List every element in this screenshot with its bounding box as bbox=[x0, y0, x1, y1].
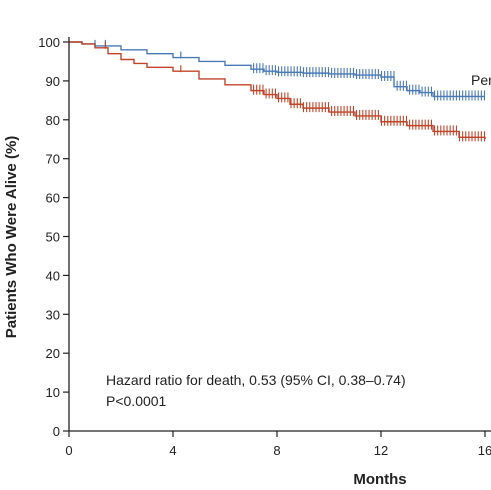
y-tick-label: 100 bbox=[38, 35, 60, 50]
y-tick-label: 50 bbox=[46, 230, 60, 245]
y-axis-title: Patients Who Were Alive (%) bbox=[3, 136, 20, 339]
y-tick-label: 30 bbox=[46, 307, 60, 322]
series-label-blue: Per bbox=[471, 72, 491, 88]
censor-marks-blue bbox=[94, 39, 486, 101]
y-tick-label: 70 bbox=[46, 152, 60, 167]
x-tick-label: 16 bbox=[478, 443, 491, 458]
x-tick-label: 0 bbox=[65, 443, 72, 458]
y-tick-label: 10 bbox=[46, 385, 60, 400]
x-tick-label: 4 bbox=[169, 443, 176, 458]
p-value-annotation: P<0.0001 bbox=[106, 393, 167, 409]
axes-layer bbox=[68, 37, 491, 432]
x-axis-title: Months bbox=[353, 471, 406, 488]
y-tick-label: 60 bbox=[46, 191, 60, 206]
x-tick-label: 12 bbox=[374, 443, 388, 458]
y-tick-label: 90 bbox=[46, 74, 60, 89]
y-tick-label: 40 bbox=[46, 268, 60, 283]
x-tick-label: 8 bbox=[273, 443, 280, 458]
ticks-layer: 0 10 20 30 40 50 60 70 80 90 100 0 4 8 12 16 bbox=[38, 35, 491, 458]
censor-marks-red bbox=[104, 41, 486, 142]
series-layer bbox=[69, 39, 486, 142]
hazard-ratio-annotation: Hazard ratio for death, 0.53 (95% CI, 0.… bbox=[106, 372, 406, 388]
y-tick-label: 80 bbox=[46, 113, 60, 128]
y-tick-label: 0 bbox=[53, 424, 60, 439]
y-tick-label: 20 bbox=[46, 346, 60, 361]
